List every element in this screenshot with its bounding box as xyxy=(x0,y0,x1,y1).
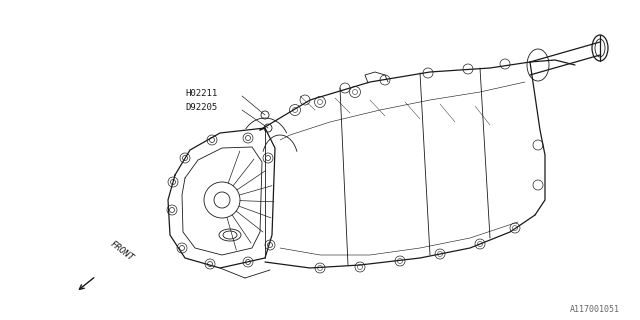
Text: D92205: D92205 xyxy=(185,102,217,111)
Text: FRONT: FRONT xyxy=(108,240,135,263)
Text: H02211: H02211 xyxy=(185,89,217,98)
Text: A117001051: A117001051 xyxy=(570,306,620,315)
